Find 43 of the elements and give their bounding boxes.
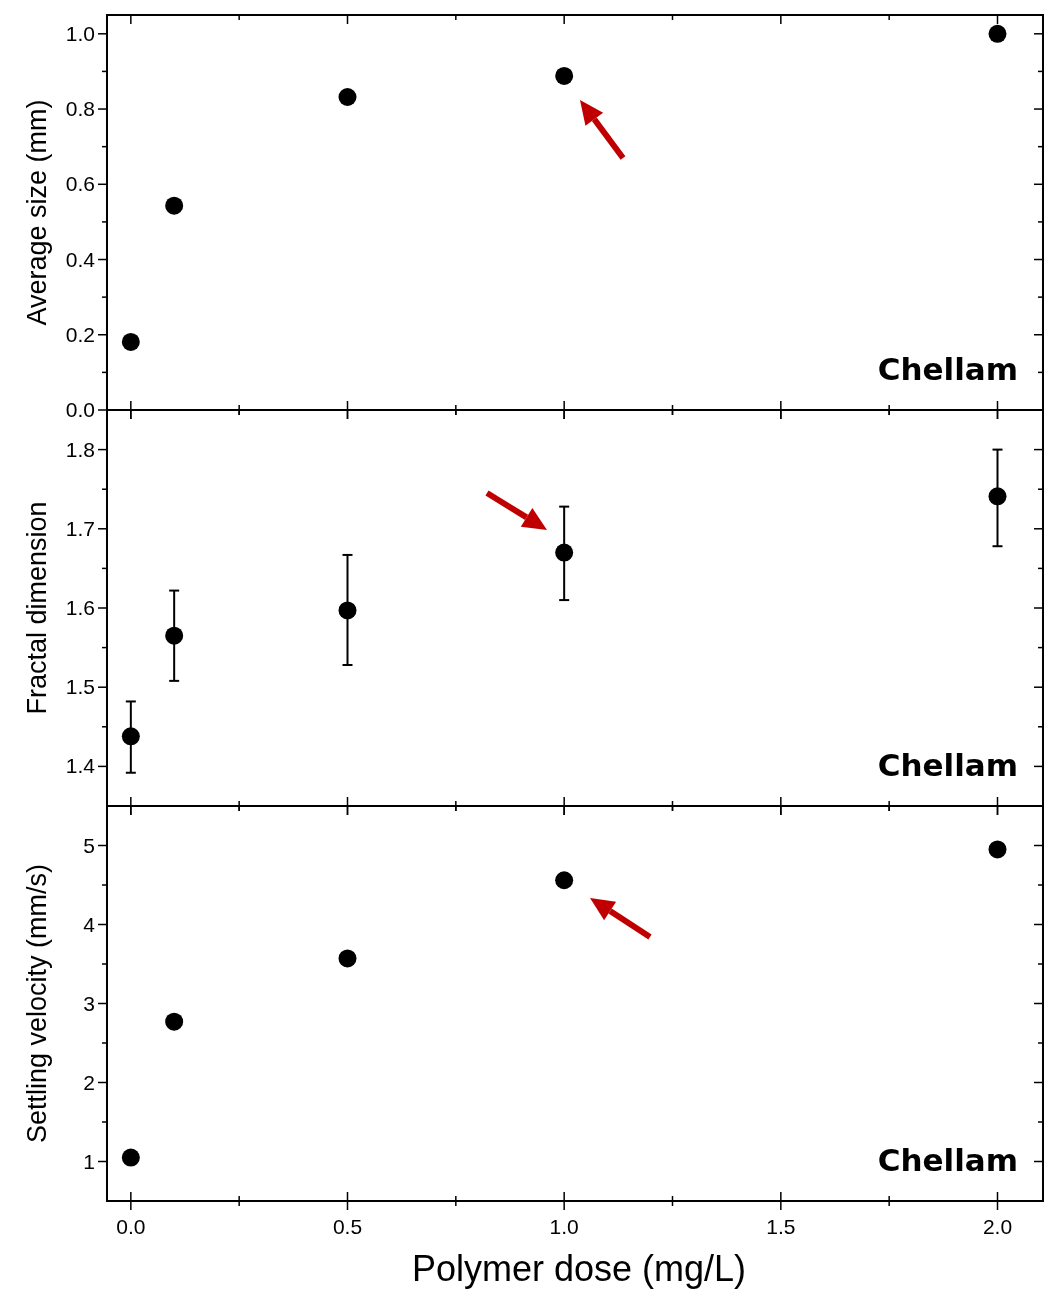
point xyxy=(555,66,574,85)
y-tick-label: 1.0 xyxy=(65,21,95,45)
point xyxy=(555,543,574,562)
y-tick-label: 0.6 xyxy=(65,172,95,196)
y-tick-label: 0.2 xyxy=(65,322,95,346)
point xyxy=(338,601,357,620)
point xyxy=(988,487,1007,506)
y-tick-label: 4 xyxy=(83,912,96,936)
x-tick-label: 2.0 xyxy=(982,1215,1013,1238)
x-tick-label: 1.0 xyxy=(549,1215,579,1238)
y-tick-label: 0.8 xyxy=(65,97,95,121)
point xyxy=(121,332,140,351)
point xyxy=(988,840,1007,859)
annotation: Chellam xyxy=(877,747,1018,783)
y-tick-label: 5 xyxy=(83,833,95,857)
y-axis-title: Average size (mm) xyxy=(22,99,52,326)
x-tick-label: 0.0 xyxy=(116,1215,146,1238)
y-axis-title: Settling velocity (mm/s) xyxy=(22,863,52,1144)
y-tick-label: 0.4 xyxy=(65,247,96,271)
point xyxy=(165,1012,184,1031)
x-axis-title: Polymer dose (mg/L) xyxy=(411,1248,747,1289)
y-tick-label: 1.4 xyxy=(65,754,96,778)
y-tick-label: 3 xyxy=(83,991,95,1015)
y-tick-label: 0.0 xyxy=(65,398,95,421)
annotation: Chellam xyxy=(877,1142,1018,1178)
y-tick-label: 1 xyxy=(83,1149,95,1173)
point xyxy=(165,626,184,645)
y-tick-label: 1.5 xyxy=(65,675,95,699)
y-tick-label: 1.7 xyxy=(65,516,95,540)
point xyxy=(338,949,357,968)
point xyxy=(121,1148,140,1167)
point xyxy=(121,727,140,746)
y-tick-label: 1.6 xyxy=(65,596,95,619)
y-tick-label: 2 xyxy=(83,1070,95,1094)
point xyxy=(338,88,357,107)
point xyxy=(988,24,1007,43)
x-tick-label: 0.5 xyxy=(332,1215,363,1238)
y-tick-label: 1.8 xyxy=(65,437,95,461)
annotation: Chellam xyxy=(877,351,1018,387)
y-axis-title: Fractal dimension xyxy=(22,501,52,715)
point xyxy=(165,196,184,215)
point xyxy=(555,871,574,890)
x-tick-label: 1.5 xyxy=(766,1215,796,1238)
